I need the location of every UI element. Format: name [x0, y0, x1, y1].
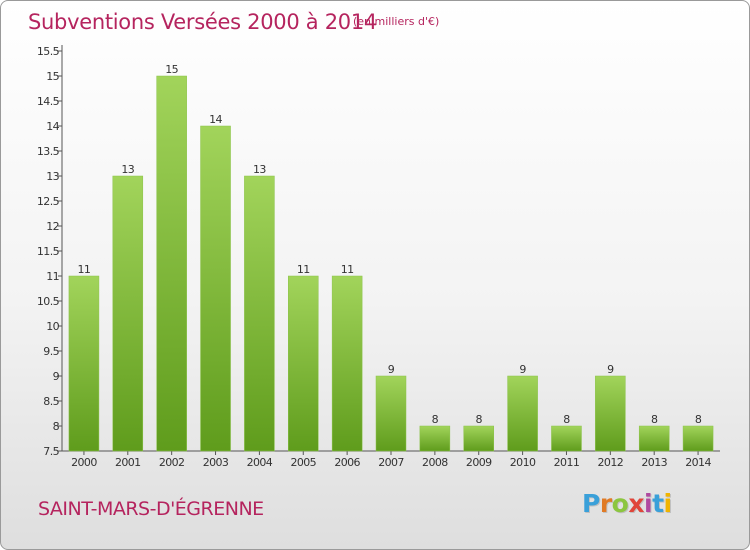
data-label-2007: 9 [388, 363, 395, 376]
y-tick-label: 12 [46, 220, 59, 233]
bar-2013 [638, 425, 670, 452]
chart-title: Subventions Versées 2000 à 2014 [28, 10, 377, 34]
data-label-2001: 13 [121, 163, 134, 176]
commune-name: SAINT-MARS-D'ÉGRENNE [38, 498, 264, 520]
bar-2006 [331, 275, 363, 452]
x-tick-label: 2011 [554, 456, 580, 469]
data-label-2003: 14 [209, 113, 222, 126]
bar-2003 [200, 125, 231, 452]
bar-2005 [288, 275, 319, 452]
data-label-2000: 11 [78, 263, 91, 276]
x-tick-label: 2014 [685, 456, 711, 469]
data-label-2005: 11 [297, 263, 310, 276]
y-tick-label: 9.5 [43, 345, 59, 358]
y-tick-label: 12.5 [37, 195, 60, 208]
bar-2014 [682, 425, 714, 452]
data-label-2012: 9 [607, 363, 614, 376]
y-tick-label: 9 [53, 370, 60, 383]
x-tick-label: 2008 [422, 456, 448, 469]
unit-note: (en milliers d'€) [353, 15, 440, 28]
x-tick-label: 2004 [247, 456, 273, 469]
x-tick-label: 2000 [71, 456, 97, 469]
bar-2004 [244, 175, 275, 452]
bar-2002 [156, 75, 187, 452]
y-tick-label: 10 [46, 320, 59, 333]
y-tick-label: 13.5 [37, 145, 60, 158]
y-tick-label: 7.5 [43, 445, 59, 458]
x-tick-label: 2010 [510, 456, 536, 469]
data-label-2011: 8 [563, 413, 570, 426]
y-tick-label: 15.5 [37, 45, 60, 58]
x-tick-label: 2009 [466, 456, 492, 469]
data-labels: 11 13 15 14 13 11 11 9 8 8 9 8 9 8 8 [78, 63, 703, 426]
data-label-2002: 15 [165, 63, 178, 76]
bar-2000 [68, 275, 100, 452]
x-tick-label: 2012 [598, 456, 624, 469]
x-tick-label: 2001 [115, 456, 141, 469]
axes: 7.5 8 8.5 9 9.5 10 10.5 11 11.5 12 12.5 13 13.5 14 14.… [37, 45, 720, 469]
bar-2007 [375, 375, 407, 452]
y-tick-label: 8 [53, 420, 60, 433]
y-tick-label: 11 [46, 270, 59, 283]
proxiti-logo: Proxiti [582, 489, 672, 518]
y-tick-label: 11.5 [37, 245, 60, 258]
bar-2010 [507, 375, 538, 452]
bar-2001 [112, 175, 144, 452]
y-tick-label: 13 [46, 170, 59, 183]
data-label-2004: 13 [253, 163, 266, 176]
y-tick-label: 15 [46, 70, 59, 83]
x-tick-label: 2005 [290, 456, 316, 469]
data-label-2014: 8 [695, 413, 702, 426]
data-label-2013: 8 [651, 413, 658, 426]
y-tick-label: 10.5 [37, 295, 60, 308]
bar-2011 [551, 425, 582, 452]
x-tick-label: 2006 [334, 456, 360, 469]
data-label-2008: 8 [432, 413, 439, 426]
x-tick-label: 2007 [378, 456, 404, 469]
bars [68, 75, 714, 452]
y-tick-label: 8.5 [43, 395, 59, 408]
y-tick-label: 14.5 [37, 95, 60, 108]
bar-2008 [419, 425, 451, 452]
bar-2009 [463, 425, 494, 452]
x-tick-label: 2002 [159, 456, 185, 469]
data-label-2006: 11 [341, 263, 354, 276]
y-tick-label: 14 [46, 120, 59, 133]
x-tick-label: 2003 [203, 456, 229, 469]
data-label-2010: 9 [519, 363, 526, 376]
x-tick-label: 2013 [641, 456, 667, 469]
data-label-2009: 8 [476, 413, 483, 426]
bar-2012 [595, 375, 626, 452]
